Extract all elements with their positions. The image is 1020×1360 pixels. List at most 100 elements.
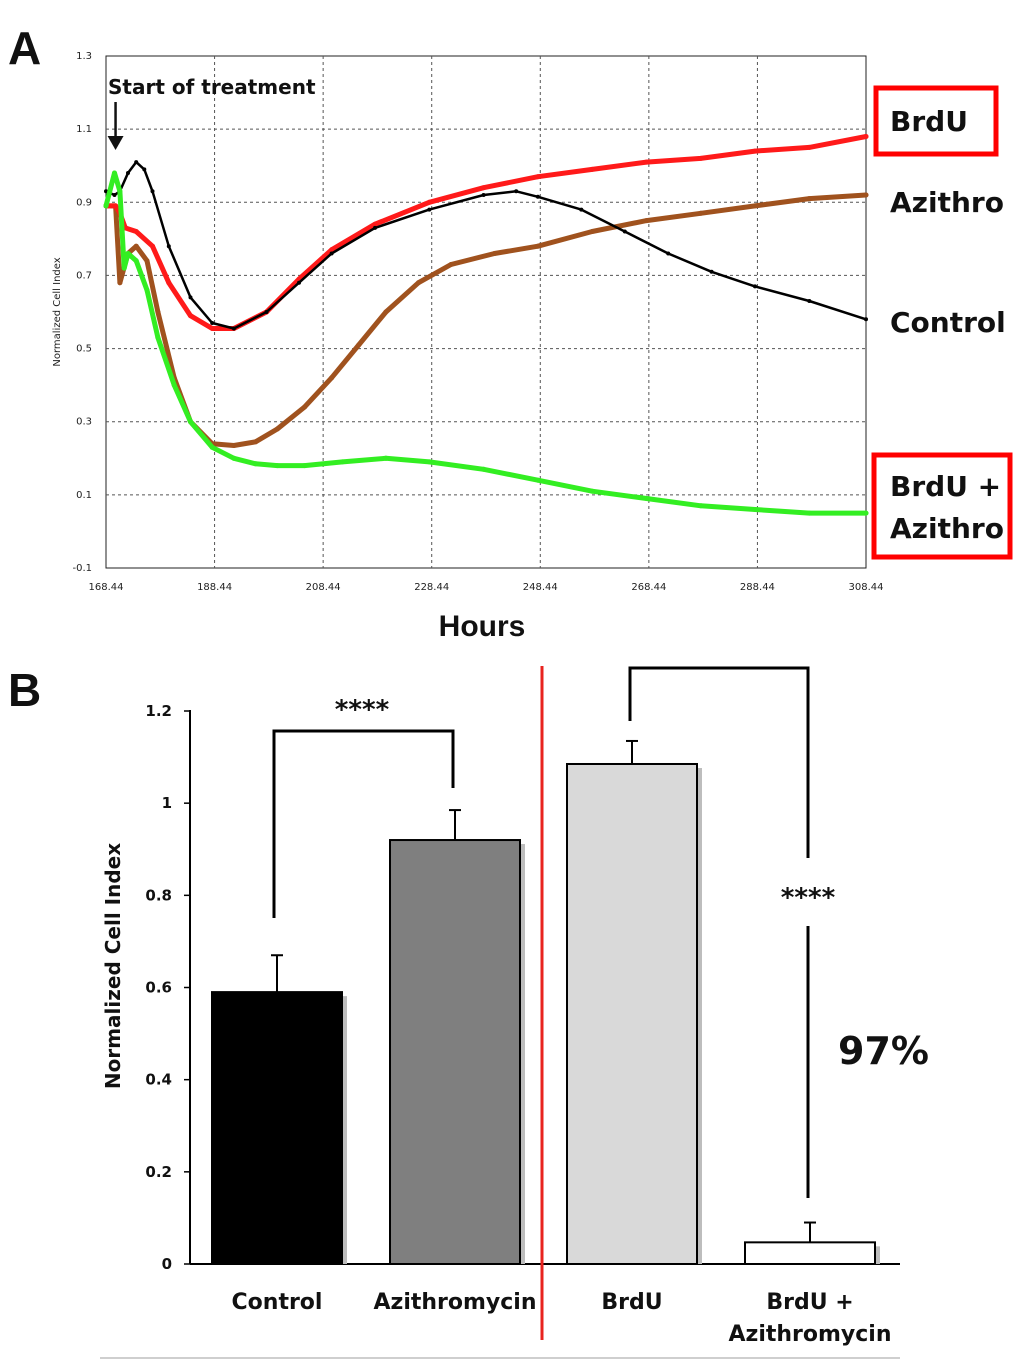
x-tick-label: 308.44 (849, 582, 884, 593)
data-point-control (579, 207, 584, 212)
plot-b-y-axis-label: Normalized Cell Index (101, 843, 125, 1089)
data-point-brdu-azithro (302, 463, 307, 469)
x-tick-label: 188.44 (197, 582, 232, 593)
treatment-arrow-head (107, 136, 124, 150)
data-point-control (264, 310, 269, 314)
data-point-brdu-azithro (133, 258, 139, 264)
category-label-line: Control (232, 1290, 323, 1315)
series-label-line: Azithro (890, 186, 1004, 219)
data-point-control (666, 251, 671, 256)
data-point-brdu-azithro (121, 265, 127, 271)
data-point-brdu-azithro (589, 488, 595, 494)
treatment-annotation-label: Start of treatment (108, 75, 316, 99)
data-point-brdu-azithro (155, 335, 161, 341)
y-tick-label: 0.4 (145, 1071, 172, 1089)
plot-a-grid (106, 56, 866, 568)
data-point-brdu (589, 166, 595, 172)
data-point-brdu (113, 203, 119, 209)
y-tick-label: 0.1 (76, 490, 92, 501)
data-point-control (134, 160, 139, 165)
data-point-brdu-azithro (340, 459, 345, 465)
data-point-control (427, 207, 432, 212)
series-label-line: Control (890, 306, 1006, 339)
data-point-azithro (698, 210, 704, 216)
x-tick-label: 268.44 (631, 582, 666, 593)
plot-a-frame (105, 55, 867, 569)
plot-a-x-ticks: 168.44 188.44 208.44 228.44 248.44 268.44 288.… (89, 582, 884, 593)
data-point-control (210, 321, 215, 325)
y-tick-label: 1 (162, 794, 172, 812)
series-label-box-brdu (873, 85, 999, 157)
data-point-brdu-azithro (274, 463, 280, 469)
data-point-brdu-azithro (112, 170, 117, 176)
significance-brackets: **** **** 97% (272, 666, 929, 1198)
category-label-line: BrdU (601, 1290, 662, 1315)
data-point-azithro (231, 443, 237, 448)
category-label-brdu-azithromycin: BrdU + Azithromycin (728, 1290, 891, 1347)
treatment-annotation: Start of treatment (107, 75, 316, 150)
series-line-brdu (103, 134, 869, 331)
bar-brdu (566, 762, 698, 1266)
data-point-brdu (150, 243, 155, 249)
bar-control (211, 991, 343, 1265)
series-line-brdu-azithro (103, 170, 869, 516)
data-point-control (622, 229, 627, 234)
data-point-brdu-azithro (481, 466, 487, 472)
y-tick-label: 1.1 (76, 124, 92, 135)
panel-a-letter: A (8, 22, 41, 74)
data-point-azithro (416, 280, 421, 286)
x-tick-label: 288.44 (740, 582, 775, 593)
data-point-brdu-azithro (117, 188, 123, 194)
category-label-line: Azithromycin (728, 1322, 891, 1347)
data-point-brdu-azithro (426, 459, 432, 465)
data-point-azithro (644, 218, 649, 224)
data-point-azithro (492, 251, 497, 256)
data-point-brdu-azithro (125, 251, 131, 256)
data-point-control (514, 189, 519, 194)
data-point-brdu-azithro (103, 203, 109, 209)
data-point-brdu (188, 313, 193, 319)
series-label-line: Azithro (890, 512, 1004, 545)
series-line-azithro (103, 192, 869, 448)
category-label-line: Azithromycin (373, 1290, 536, 1315)
data-point-brdu-azithro (752, 507, 758, 512)
plot-a-series (103, 134, 869, 516)
data-point-control (188, 295, 193, 300)
panel-a-line-chart: A -0.1 0.1 0.3 0.5 0.7 0.9 1.1 1.3 168.44 188.44… (8, 22, 1013, 643)
data-point-brdu-azithro (231, 455, 237, 461)
x-tick-label: 248.44 (523, 582, 558, 593)
data-point-azithro (356, 342, 362, 348)
bracket-brdu-combo (628, 666, 810, 858)
y-tick-label: 0.6 (145, 979, 172, 997)
y-tick-label: 0.8 (145, 886, 172, 904)
data-point-brdu (752, 148, 758, 154)
plot-b-bars (211, 739, 880, 1266)
plot-b-y-ticks: 0 0.2 0.4 0.6 0.8 1 1.2 (145, 702, 190, 1273)
data-point-brdu (698, 155, 704, 161)
x-tick-label: 208.44 (306, 582, 341, 593)
data-point-brdu-azithro (535, 477, 541, 483)
data-point-control (481, 193, 486, 197)
data-point-brdu (535, 174, 541, 180)
data-point-control (864, 317, 868, 322)
significance-label-1: **** (335, 695, 390, 725)
series-label-brdu-azithro: BrdU + Azithro (890, 470, 1004, 545)
plot-b-category-labels: Control Azithromycin BrdU BrdU + Azithromyci… (232, 1290, 892, 1347)
y-tick-label: 0.7 (76, 270, 92, 281)
data-point-control (329, 251, 334, 256)
data-point-control (126, 171, 130, 175)
data-point-azithro (863, 192, 869, 198)
significance-label-2: **** (781, 883, 836, 913)
data-point-azithro (302, 404, 307, 410)
plot-a-series-labels: BrdU Azithro Control BrdU + Azithro (871, 85, 1013, 560)
data-point-brdu (863, 134, 869, 139)
data-point-brdu (133, 229, 139, 234)
y-tick-label: 1.2 (145, 702, 172, 720)
panel-b-letter: B (8, 664, 41, 716)
data-point-brdu-azithro (171, 382, 177, 388)
data-point-azithro (253, 439, 259, 445)
data-point-azithro (329, 375, 335, 381)
data-point-azithro (448, 262, 454, 267)
data-point-brdu (329, 247, 335, 253)
